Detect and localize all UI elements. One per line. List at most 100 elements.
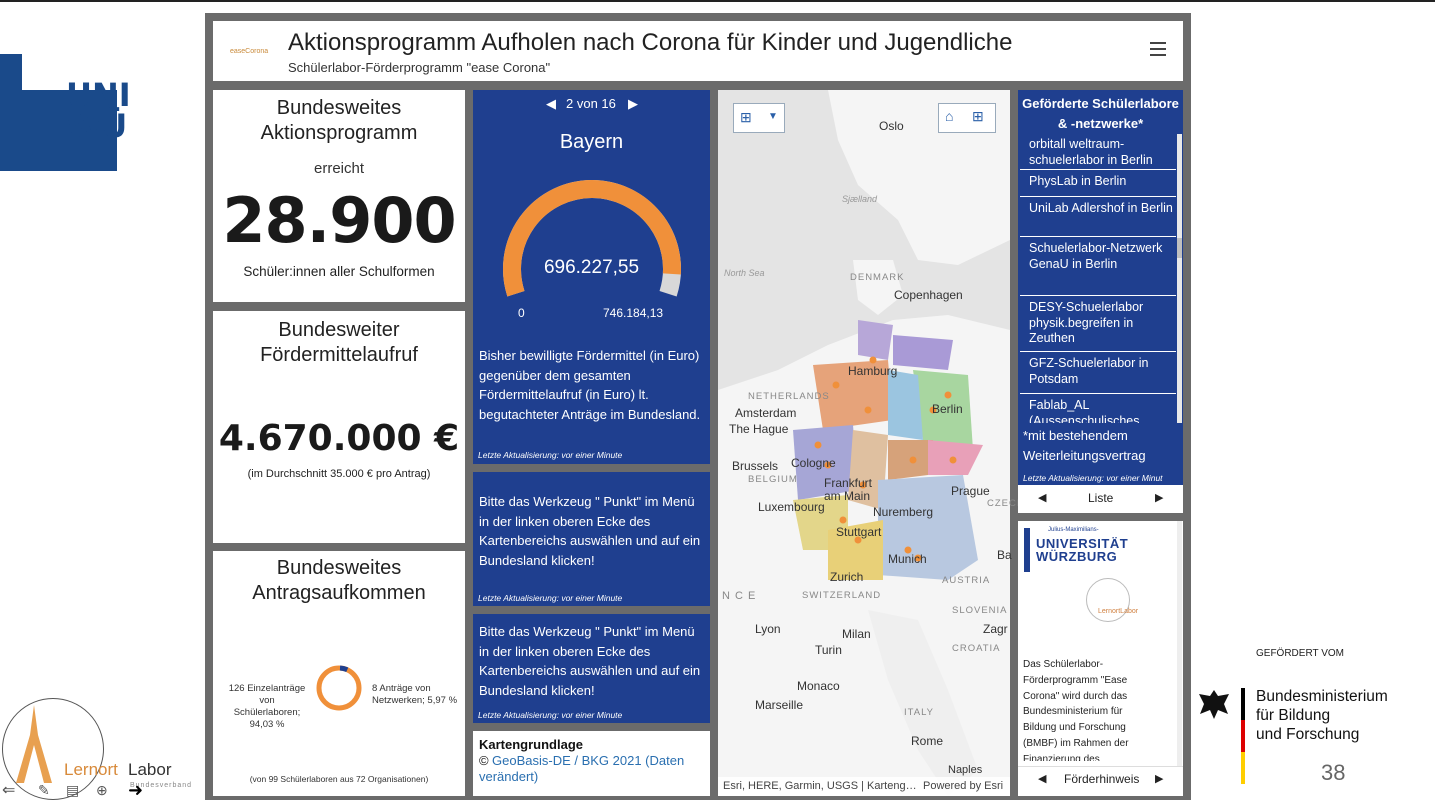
map-country-label: ITALY [904, 707, 934, 718]
map-powered-by[interactable]: Powered by Esri [923, 780, 1004, 792]
map-tool-select[interactable] [733, 103, 785, 133]
slide-next-icon[interactable]: ➜ [128, 780, 144, 800]
sponsor-line2: für Bildung [1256, 707, 1331, 724]
hint-panel-2 [473, 614, 710, 723]
top-border [0, 0, 1435, 2]
uni-logo-line1: UNIVERSITÄT [1036, 536, 1129, 551]
lab-dot [909, 456, 917, 464]
map-label: Berlin [932, 402, 963, 416]
map-label: Milan [842, 627, 871, 641]
basemap-gallery-icon[interactable]: ⊞ [972, 108, 984, 124]
lernort-logo-sub: Bundesverband [130, 782, 193, 789]
list-item[interactable]: orbitall weltraum-schuelerlabor in Berli… [1020, 134, 1176, 170]
map-label: Rome [911, 734, 944, 748]
map-label: Zurich [830, 570, 864, 584]
gauge-next-icon[interactable]: ▶ [628, 96, 638, 111]
list-item[interactable]: PhysLab in Berlin [1020, 171, 1176, 197]
hint-updated-1: Letzte Aktualisierung: vor einer Minute [478, 593, 623, 603]
kpi-students-caption: Schüler:innen aller Schulformen [243, 264, 435, 279]
map-label: Monaco [797, 679, 840, 693]
list-item[interactable]: DESY-Schuelerlabor physik.begreifen in Z… [1020, 297, 1176, 352]
state-schleswig-holstein [858, 320, 893, 360]
state-bw [828, 520, 883, 580]
map-panel[interactable] [718, 90, 1010, 796]
basemap-panel [473, 731, 710, 796]
donut-slice-networks [339, 665, 349, 673]
denmark-land [853, 260, 903, 315]
lab-dot [864, 406, 872, 414]
italy-land [868, 610, 978, 796]
map-label: The Hague [729, 422, 789, 436]
gauge-description: Bisher bewilligte Fördermittel (in Euro)… [479, 348, 701, 422]
kpi-students-title: Bundesweites Aktionsprogramm [260, 97, 418, 144]
lab-dot [929, 406, 937, 414]
state-brandenburg [913, 370, 973, 450]
map-label: Lyon [755, 622, 781, 636]
state-sachsen-anhalt [888, 370, 923, 440]
uni-logo-text: UNI WÜ [66, 76, 131, 142]
flag-stripe-gold [1241, 752, 1245, 784]
lab-dot [949, 456, 957, 464]
gauge-max: 746.184,13 [603, 306, 664, 320]
uni-logo-bar [1024, 528, 1030, 572]
slides-overview-icon[interactable]: ▤ [66, 782, 80, 798]
kpi-panel-funding [213, 311, 465, 543]
flag-stripe-red [1241, 720, 1245, 752]
chevron-down-icon[interactable]: ▼ [768, 111, 778, 122]
list-item[interactable]: UniLab Adlershof in Berlin [1020, 198, 1176, 237]
list-header: Geförderte Schülerlabore & -netzwerke* [1022, 96, 1179, 131]
scandinavia-land [828, 90, 1010, 265]
kpi-funding-title: Bundesweiter Fördermittelaufruf [260, 319, 418, 366]
kpi-students-value: 28.900 [222, 184, 456, 257]
gauge-fill [503, 180, 681, 297]
pen-icon[interactable]: ✎ [38, 782, 50, 798]
map-label: Prague [951, 484, 990, 498]
map-nav-tools [938, 103, 996, 133]
list-item[interactable]: Schuelerlabor-Netzwerk GenaU in Berlin [1020, 238, 1176, 296]
list-scrollbar[interactable] [1177, 134, 1182, 423]
map-label: Luxembourg [758, 500, 825, 514]
map-label: Copenhagen [894, 288, 963, 302]
list-item[interactable]: Fablab_AL (Aussenschulisches [1020, 395, 1176, 423]
map-label: Sjælland [842, 194, 878, 204]
hamburger-menu-icon[interactable] [1150, 42, 1166, 56]
basemap-link[interactable]: GeoBasis-DE / BKG 2021 (Daten verändert) [479, 753, 685, 784]
applications-donut-chart [316, 665, 362, 711]
state-nrw [793, 425, 858, 500]
select-tool-icon[interactable]: ⊞ [740, 109, 752, 125]
map-label: North Sea [724, 268, 765, 278]
map-label: Ba [997, 548, 1012, 562]
funding-prev-icon[interactable]: ◀ [1038, 773, 1047, 785]
map-label: Amsterdam [735, 406, 797, 420]
gauge-prev-icon[interactable]: ◀ [546, 96, 556, 111]
home-icon[interactable]: ⌂ [945, 108, 954, 124]
funding-scrollbar[interactable] [1177, 521, 1182, 766]
funding-next-icon[interactable]: ▶ [1155, 773, 1164, 785]
list-prev-icon[interactable]: ◀ [1038, 492, 1047, 504]
kpi-panel-applications [213, 551, 465, 796]
eagle-icon [1196, 686, 1232, 722]
list-nav-label: Liste [1088, 491, 1114, 505]
donut-track [316, 665, 362, 711]
hint-updated-2: Letzte Aktualisierung: vor einer Minute [478, 710, 623, 720]
map-country-label: BELGIUM [748, 474, 798, 485]
zoom-icon[interactable]: ⊕ [96, 782, 108, 798]
map-country-label: AUSTRIA [942, 575, 991, 586]
lab-dot [869, 356, 877, 364]
gauge-nav-label: 2 von 16 [566, 96, 616, 111]
lab-dot [854, 536, 862, 544]
map-canvas[interactable] [718, 90, 1010, 796]
list-scrollbar-thumb[interactable] [1177, 238, 1182, 258]
list-nav-bar [1018, 485, 1183, 513]
list-next-icon[interactable]: ▶ [1155, 492, 1164, 504]
lab-dot [839, 516, 847, 524]
ease-corona-logo: easeCorona [230, 48, 269, 55]
map-country-label: SLOVENIA [952, 605, 1008, 616]
list-item[interactable]: GFZ-Schuelerlabor in Potsdam [1020, 353, 1176, 394]
state-niedersachsen [813, 360, 893, 430]
dashboard-title: Aktionsprogramm Aufholen nach Corona für… [288, 29, 1013, 56]
map-attribution-bar [718, 777, 1010, 796]
uni-logo-line1: UNI [66, 76, 131, 114]
lab-dot [832, 381, 840, 389]
slide-prev-icon[interactable]: ⇐ [2, 782, 16, 799]
